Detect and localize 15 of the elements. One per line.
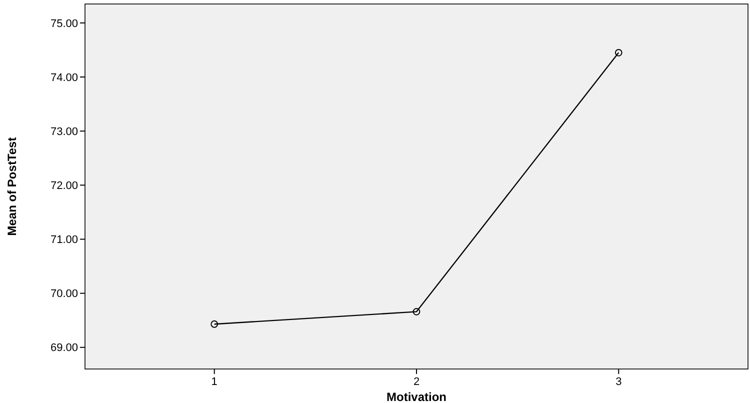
y-tick-label: 69.00 xyxy=(50,342,78,354)
x-tick-label: 2 xyxy=(413,376,420,388)
y-axis-title: Mean of PostTest xyxy=(5,137,19,236)
y-tick-label: 75.00 xyxy=(50,18,78,30)
y-tick-label: 73.00 xyxy=(50,126,78,138)
y-tick-label: 74.00 xyxy=(50,72,78,84)
x-tick-label: 1 xyxy=(211,376,218,388)
y-tick-label: 70.00 xyxy=(50,288,78,300)
y-tick-label: 71.00 xyxy=(50,234,78,246)
point xyxy=(412,308,420,316)
point xyxy=(210,320,218,328)
point xyxy=(614,48,622,56)
y-tick-label: 72.00 xyxy=(50,180,78,192)
x-tick-label: 3 xyxy=(616,376,622,388)
x-axis-title: Motivation xyxy=(386,390,446,403)
